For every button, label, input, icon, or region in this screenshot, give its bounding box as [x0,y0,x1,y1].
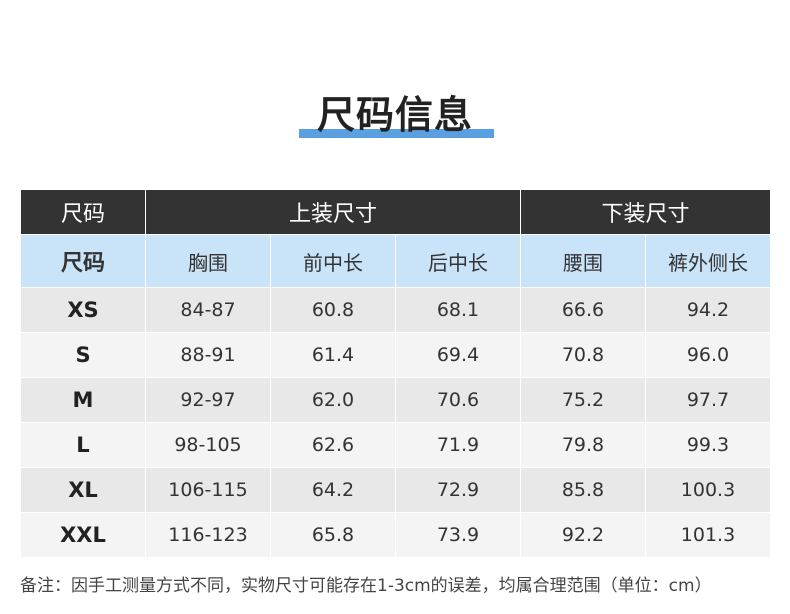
footnote: 备注：因手工测量方式不同，实物尺寸可能存在1-3cm的误差，均属合理范围（单位：… [20,576,712,596]
outseam-cell: 99.3 [644,422,772,468]
waist-cell: 66.6 [520,287,646,333]
title-area: 尺码信息 [0,92,790,142]
group-header-top: 上装尺寸 [145,189,521,235]
chest-cell: 84-87 [145,287,271,333]
back-length-cell: 71.9 [395,422,521,468]
back-length-cell: 69.4 [395,332,521,378]
size-cell: L [20,422,146,468]
outseam-cell: 100.3 [644,467,772,513]
back-length-cell: 70.6 [395,377,521,423]
back-length-cell: 73.9 [395,512,521,558]
page-title: 尺码信息 [316,93,473,137]
chest-cell: 88-91 [145,332,271,378]
chest-cell: 98-105 [145,422,271,468]
outseam-cell: 94.2 [644,287,772,333]
outseam-cell: 96.0 [644,332,772,378]
waist-cell: 92.2 [520,512,646,558]
size-cell: XL [20,467,146,513]
outseam-cell: 97.7 [644,377,772,423]
table-row: S 88-91 61.4 69.4 70.8 96.0 [20,332,772,378]
table-row: XS 84-87 60.8 68.1 66.6 94.2 [20,287,772,333]
column-header-outseam: 裤外侧长 [644,234,772,288]
size-cell: M [20,377,146,423]
group-header-size: 尺码 [20,189,146,235]
size-table: 尺码 上装尺寸 下装尺寸 尺码 胸围 前中长 后中长 腰围 裤外侧长 XS 84-… [20,189,772,558]
table-row: XXL 116-123 65.8 73.9 92.2 101.3 [20,512,772,558]
waist-cell: 85.8 [520,467,646,513]
column-header-back-length: 后中长 [395,234,521,288]
chest-cell: 116-123 [145,512,271,558]
outseam-cell: 101.3 [644,512,772,558]
waist-cell: 70.8 [520,332,646,378]
back-length-cell: 68.1 [395,287,521,333]
chest-cell: 92-97 [145,377,271,423]
table-row: M 92-97 62.0 70.6 75.2 97.7 [20,377,772,423]
front-length-cell: 60.8 [270,287,396,333]
group-header-bottom: 下装尺寸 [519,189,772,235]
front-length-cell: 65.8 [270,512,396,558]
column-header-chest: 胸围 [145,234,271,288]
column-header-size: 尺码 [20,234,146,288]
column-header-row: 尺码 胸围 前中长 后中长 腰围 裤外侧长 [20,234,772,288]
table-row: L 98-105 62.6 71.9 79.8 99.3 [20,422,772,468]
size-cell: XS [20,287,146,333]
size-cell: S [20,332,146,378]
column-header-front-length: 前中长 [270,234,396,288]
title-underline [299,129,494,138]
column-header-waist: 腰围 [520,234,646,288]
front-length-cell: 64.2 [270,467,396,513]
table-row: XL 106-115 64.2 72.9 85.8 100.3 [20,467,772,513]
waist-cell: 79.8 [520,422,646,468]
chest-cell: 106-115 [145,467,271,513]
front-length-cell: 62.0 [270,377,396,423]
group-header-row: 尺码 上装尺寸 下装尺寸 [20,189,772,235]
front-length-cell: 62.6 [270,422,396,468]
waist-cell: 75.2 [520,377,646,423]
front-length-cell: 61.4 [270,332,396,378]
size-cell: XXL [20,512,146,558]
back-length-cell: 72.9 [395,467,521,513]
